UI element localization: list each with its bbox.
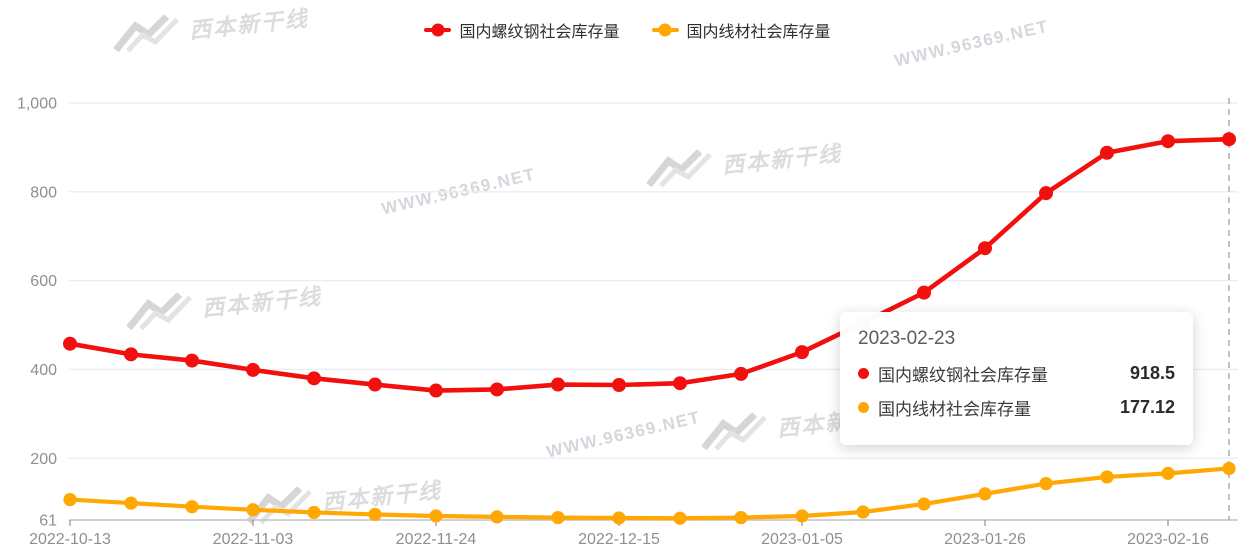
- legend-item-rebar[interactable]: 国内螺纹钢社会库存量: [424, 18, 620, 42]
- svg-text:2023-01-26: 2023-01-26: [944, 531, 1026, 548]
- tooltip: 2023-02-23 国内螺纹钢社会库存量 918.5 国内线材社会库存量 17…: [840, 312, 1193, 445]
- svg-text:400: 400: [30, 362, 57, 379]
- svg-text:2023-02-16: 2023-02-16: [1127, 531, 1209, 548]
- svg-text:2022-10-13: 2022-10-13: [29, 531, 111, 548]
- tooltip-row-rebar: 国内螺纹钢社会库存量 918.5: [858, 361, 1175, 386]
- wirerod-dot-icon: [858, 402, 869, 413]
- x-axis: 2022-10-13 2022-11-03 2022-11-24 2022-12-15…: [29, 519, 1238, 548]
- wirerod-series-icon: [651, 23, 679, 37]
- svg-text:2022-11-03: 2022-11-03: [213, 531, 294, 548]
- tooltip-label-wirerod: 国内线材社会库存量: [878, 400, 1031, 419]
- tooltip-row-wirerod: 国内线材社会库存量 177.12: [858, 395, 1175, 420]
- svg-text:2022-11-24: 2022-11-24: [396, 531, 477, 548]
- series-wirerod: [63, 461, 1236, 525]
- tooltip-value-wirerod: 177.12: [1119, 397, 1175, 417]
- tooltip-date: 2023-02-23: [858, 328, 956, 349]
- tooltip-value-rebar: 918.5: [1129, 363, 1175, 383]
- svg-text:2023-01-05: 2023-01-05: [761, 531, 843, 548]
- legend-label-rebar: 国内螺纹钢社会库存量: [459, 24, 620, 41]
- svg-text:2022-12-15: 2022-12-15: [578, 531, 660, 548]
- rebar-dot-icon: [858, 368, 869, 379]
- svg-text:800: 800: [30, 184, 57, 201]
- legend-item-wirerod[interactable]: 国内线材社会库存量: [651, 18, 831, 42]
- rebar-series-icon: [424, 23, 452, 37]
- legend: 国内螺纹钢社会库存量 国内线材社会库存量: [0, 18, 1255, 42]
- svg-text:61: 61: [39, 513, 57, 530]
- tooltip-label-rebar: 国内螺纹钢社会库存量: [878, 366, 1048, 385]
- legend-label-wirerod: 国内线材社会库存量: [686, 24, 831, 41]
- y-axis-labels: 61 200 400 600 800 1,000: [17, 96, 57, 530]
- svg-text:600: 600: [30, 273, 57, 290]
- svg-text:1,000: 1,000: [17, 96, 57, 113]
- svg-text:200: 200: [30, 451, 57, 468]
